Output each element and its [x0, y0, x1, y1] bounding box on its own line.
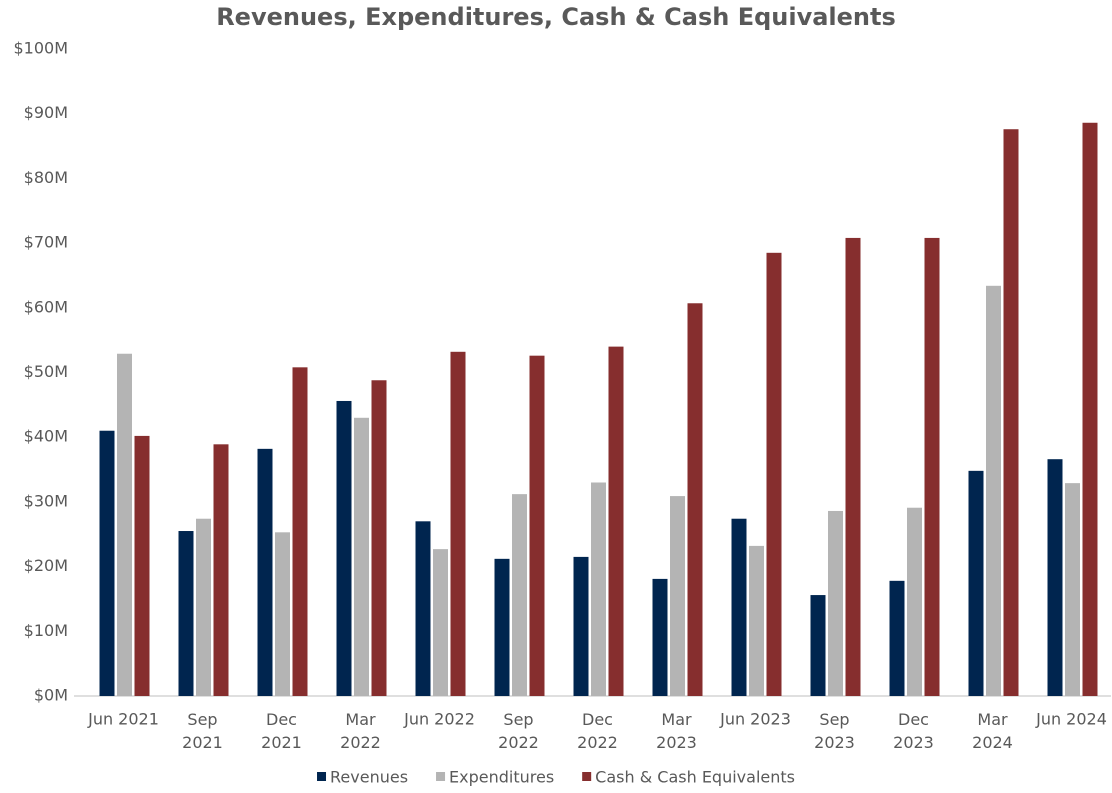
bar [766, 252, 782, 696]
x-tick-label: Jun 2021 [87, 710, 159, 729]
bar [845, 237, 861, 696]
bar [529, 355, 545, 696]
y-tick-label: $10M [24, 621, 68, 640]
bar [134, 435, 150, 696]
bar [907, 507, 922, 696]
x-tick-label-line: Sep [819, 710, 849, 729]
bar [117, 353, 132, 696]
bar [573, 556, 589, 696]
bar [512, 494, 527, 696]
bar [450, 351, 466, 696]
bar [591, 482, 606, 696]
bar [1047, 459, 1063, 696]
bar [968, 470, 984, 696]
legend: Revenues Expenditures Cash & Cash Equivale… [317, 768, 795, 787]
x-tick-label: Mar 2022 [340, 710, 381, 752]
x-tick-label: Mar 2024 [972, 710, 1013, 752]
bar [687, 303, 703, 696]
x-tick-label-line: Mar [661, 710, 692, 729]
x-tick-label: Jun 2022 [403, 710, 475, 729]
x-tick-label-line: Mar [345, 710, 376, 729]
x-tick-label-line: Sep [187, 710, 217, 729]
x-tick-label-line: 2022 [340, 733, 381, 752]
bar [178, 531, 194, 696]
bar [275, 532, 290, 696]
x-tick-label-line: 2024 [972, 733, 1013, 752]
bar [810, 595, 826, 696]
bar [336, 400, 352, 696]
bar [828, 510, 843, 696]
y-tick-label: $90M [24, 103, 68, 122]
legend-swatch [317, 772, 327, 781]
x-tick-label-line: 2022 [498, 733, 539, 752]
x-tick-label-line: Sep [503, 710, 533, 729]
legend-swatch [582, 772, 592, 781]
legend-swatch [436, 772, 446, 781]
bar [731, 518, 747, 696]
y-tick-label: $40M [24, 427, 68, 446]
bar [415, 521, 431, 696]
x-tick-label: Jun 2023 [719, 710, 791, 729]
bar [889, 580, 905, 696]
y-tick-label: $20M [24, 556, 68, 575]
x-tick-label-line: Mar [977, 710, 1008, 729]
legend-label: Cash & Cash Equivalents [595, 768, 795, 787]
x-tick-label-line: 2023 [893, 733, 934, 752]
x-tick-label: Dec 2021 [261, 710, 302, 752]
bar [292, 367, 308, 696]
x-tick-label: Mar 2023 [656, 710, 697, 752]
x-tick-label-line: 2021 [261, 733, 302, 752]
y-tick-label: $80M [24, 168, 68, 187]
bar [196, 518, 211, 696]
bar [257, 448, 273, 696]
bar [652, 578, 668, 696]
bar [1065, 483, 1080, 696]
x-tick-label-line: 2023 [656, 733, 697, 752]
x-tick-label: Jun 2024 [1035, 710, 1107, 729]
y-tick-label: $30M [24, 491, 68, 510]
chart-title: Revenues, Expenditures, Cash & Cash Equi… [216, 3, 896, 31]
y-tick-label: $100M [13, 39, 68, 58]
bar [354, 417, 369, 696]
x-tick-label: Sep 2021 [182, 710, 223, 752]
bar [371, 380, 387, 696]
y-tick-label: $0M [34, 686, 68, 705]
x-tick-label-line: Dec [266, 710, 297, 729]
bar [670, 496, 685, 696]
x-tick-label: Dec 2023 [893, 710, 934, 752]
x-tick-label-line: Dec [898, 710, 929, 729]
bar [986, 285, 1001, 696]
x-tick-label: Dec 2022 [577, 710, 618, 752]
y-tick-label: $60M [24, 297, 68, 316]
x-tick-label-line: 2022 [577, 733, 618, 752]
bar [99, 430, 115, 696]
x-tick-label-line: 2023 [814, 733, 855, 752]
x-tick-label: Sep 2023 [814, 710, 855, 752]
y-tick-label: $70M [24, 233, 68, 252]
x-tick-label-line: Dec [582, 710, 613, 729]
bar [608, 346, 624, 696]
bar [749, 545, 764, 696]
bar [1003, 129, 1019, 696]
legend-label: Revenues [330, 768, 408, 787]
bar [1082, 122, 1098, 697]
bar [924, 237, 940, 696]
y-tick-label: $50M [24, 362, 68, 381]
x-tick-label-line: 2021 [182, 733, 223, 752]
bar [213, 444, 229, 696]
x-tick-label: Sep 2022 [498, 710, 539, 752]
bar [494, 558, 510, 696]
bar [433, 549, 448, 696]
legend-label: Expenditures [449, 768, 554, 787]
